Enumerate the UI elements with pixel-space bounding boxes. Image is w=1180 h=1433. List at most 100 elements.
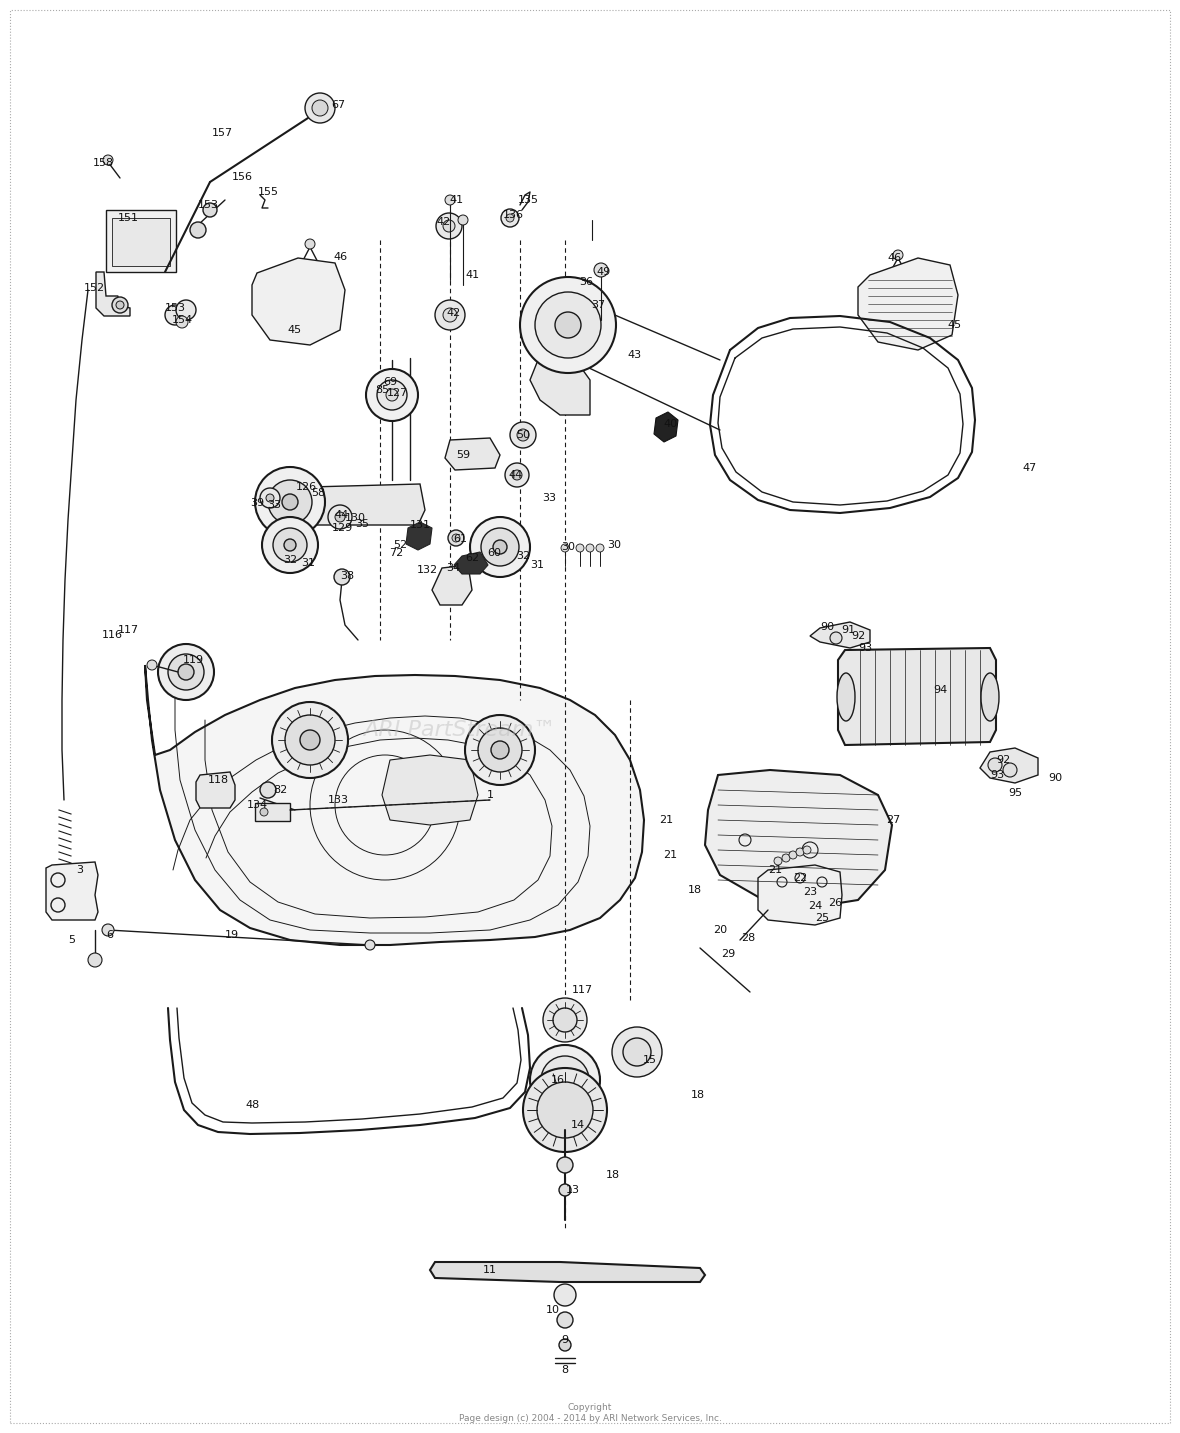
Text: 3: 3 — [77, 866, 84, 876]
Circle shape — [560, 545, 569, 552]
Text: 6: 6 — [106, 930, 113, 940]
Text: 127: 127 — [386, 388, 407, 398]
Circle shape — [505, 463, 529, 487]
Circle shape — [260, 782, 276, 798]
Circle shape — [612, 1027, 662, 1078]
Polygon shape — [838, 648, 996, 745]
Circle shape — [830, 632, 843, 643]
Text: 44: 44 — [335, 510, 349, 520]
Text: 117: 117 — [571, 984, 592, 995]
Text: 39: 39 — [250, 499, 264, 509]
Text: 126: 126 — [295, 481, 316, 492]
Text: 117: 117 — [118, 625, 138, 635]
Circle shape — [282, 494, 299, 510]
Circle shape — [559, 1184, 571, 1197]
Circle shape — [553, 1007, 577, 1032]
Polygon shape — [304, 484, 425, 524]
Text: 130: 130 — [345, 513, 366, 523]
Circle shape — [435, 299, 465, 330]
Circle shape — [523, 1068, 607, 1152]
Text: 27: 27 — [886, 815, 900, 825]
Circle shape — [782, 854, 789, 863]
Text: 9: 9 — [562, 1336, 569, 1346]
Text: 131: 131 — [409, 520, 431, 530]
Text: 36: 36 — [579, 277, 594, 287]
Circle shape — [300, 729, 320, 749]
Circle shape — [442, 308, 457, 322]
Text: 118: 118 — [208, 775, 229, 785]
Text: 35: 35 — [355, 519, 369, 529]
Circle shape — [165, 305, 185, 325]
Text: 37: 37 — [591, 299, 605, 310]
Text: 33: 33 — [267, 500, 281, 510]
Text: 116: 116 — [101, 631, 123, 641]
Text: ARI PartStream™: ARI PartStream™ — [363, 719, 556, 739]
Polygon shape — [406, 522, 432, 550]
Text: 18: 18 — [607, 1169, 620, 1179]
Text: 22: 22 — [793, 873, 807, 883]
Text: 61: 61 — [453, 535, 467, 545]
Circle shape — [176, 317, 188, 328]
Text: 24: 24 — [808, 901, 822, 911]
Circle shape — [178, 663, 194, 681]
Text: 129: 129 — [332, 523, 353, 533]
Text: 136: 136 — [503, 211, 524, 221]
Text: 1: 1 — [486, 790, 493, 800]
Circle shape — [112, 297, 127, 312]
Text: 21: 21 — [658, 815, 673, 825]
Polygon shape — [858, 258, 958, 350]
Text: 49: 49 — [597, 267, 611, 277]
Text: 133: 133 — [328, 795, 348, 805]
Text: 47: 47 — [1023, 463, 1037, 473]
Text: 34: 34 — [446, 563, 460, 573]
Text: 153: 153 — [197, 201, 218, 211]
Circle shape — [596, 545, 604, 552]
Circle shape — [510, 421, 536, 449]
Text: 41: 41 — [465, 269, 479, 279]
Polygon shape — [96, 272, 130, 317]
Circle shape — [335, 512, 345, 522]
Text: 30: 30 — [560, 542, 575, 552]
Text: 91: 91 — [841, 625, 855, 635]
Circle shape — [168, 653, 204, 691]
Text: 154: 154 — [171, 315, 192, 325]
Text: 41: 41 — [448, 195, 463, 205]
Text: 8: 8 — [562, 1366, 569, 1376]
Polygon shape — [530, 355, 590, 416]
Circle shape — [103, 155, 113, 165]
Text: 18: 18 — [691, 1091, 706, 1101]
Circle shape — [465, 715, 535, 785]
Circle shape — [543, 997, 586, 1042]
Circle shape — [506, 214, 514, 222]
Circle shape — [255, 467, 324, 537]
Text: 40: 40 — [664, 418, 678, 428]
Text: 82: 82 — [273, 785, 287, 795]
Text: 93: 93 — [858, 643, 872, 653]
Circle shape — [804, 845, 811, 854]
Text: 46: 46 — [333, 252, 347, 262]
Circle shape — [458, 215, 468, 225]
Circle shape — [586, 545, 594, 552]
Polygon shape — [758, 866, 843, 924]
Bar — [112, 218, 170, 267]
Text: 90: 90 — [820, 622, 834, 632]
Polygon shape — [382, 755, 478, 825]
Circle shape — [176, 299, 196, 320]
Circle shape — [88, 953, 101, 967]
Text: Copyright
Page design (c) 2004 - 2014 by ARI Network Services, Inc.: Copyright Page design (c) 2004 - 2014 by… — [459, 1403, 721, 1423]
Text: 28: 28 — [741, 933, 755, 943]
Circle shape — [116, 301, 124, 310]
Text: 43: 43 — [627, 350, 641, 360]
Text: 157: 157 — [211, 128, 232, 138]
Text: 155: 155 — [257, 186, 278, 196]
Circle shape — [893, 249, 903, 259]
Text: 5: 5 — [68, 934, 76, 944]
Circle shape — [535, 292, 601, 358]
Text: 67: 67 — [330, 100, 345, 110]
Circle shape — [452, 535, 460, 542]
Circle shape — [493, 540, 507, 555]
Circle shape — [273, 702, 348, 778]
Circle shape — [555, 312, 581, 338]
Text: 30: 30 — [607, 540, 621, 550]
Text: 94: 94 — [933, 685, 948, 695]
